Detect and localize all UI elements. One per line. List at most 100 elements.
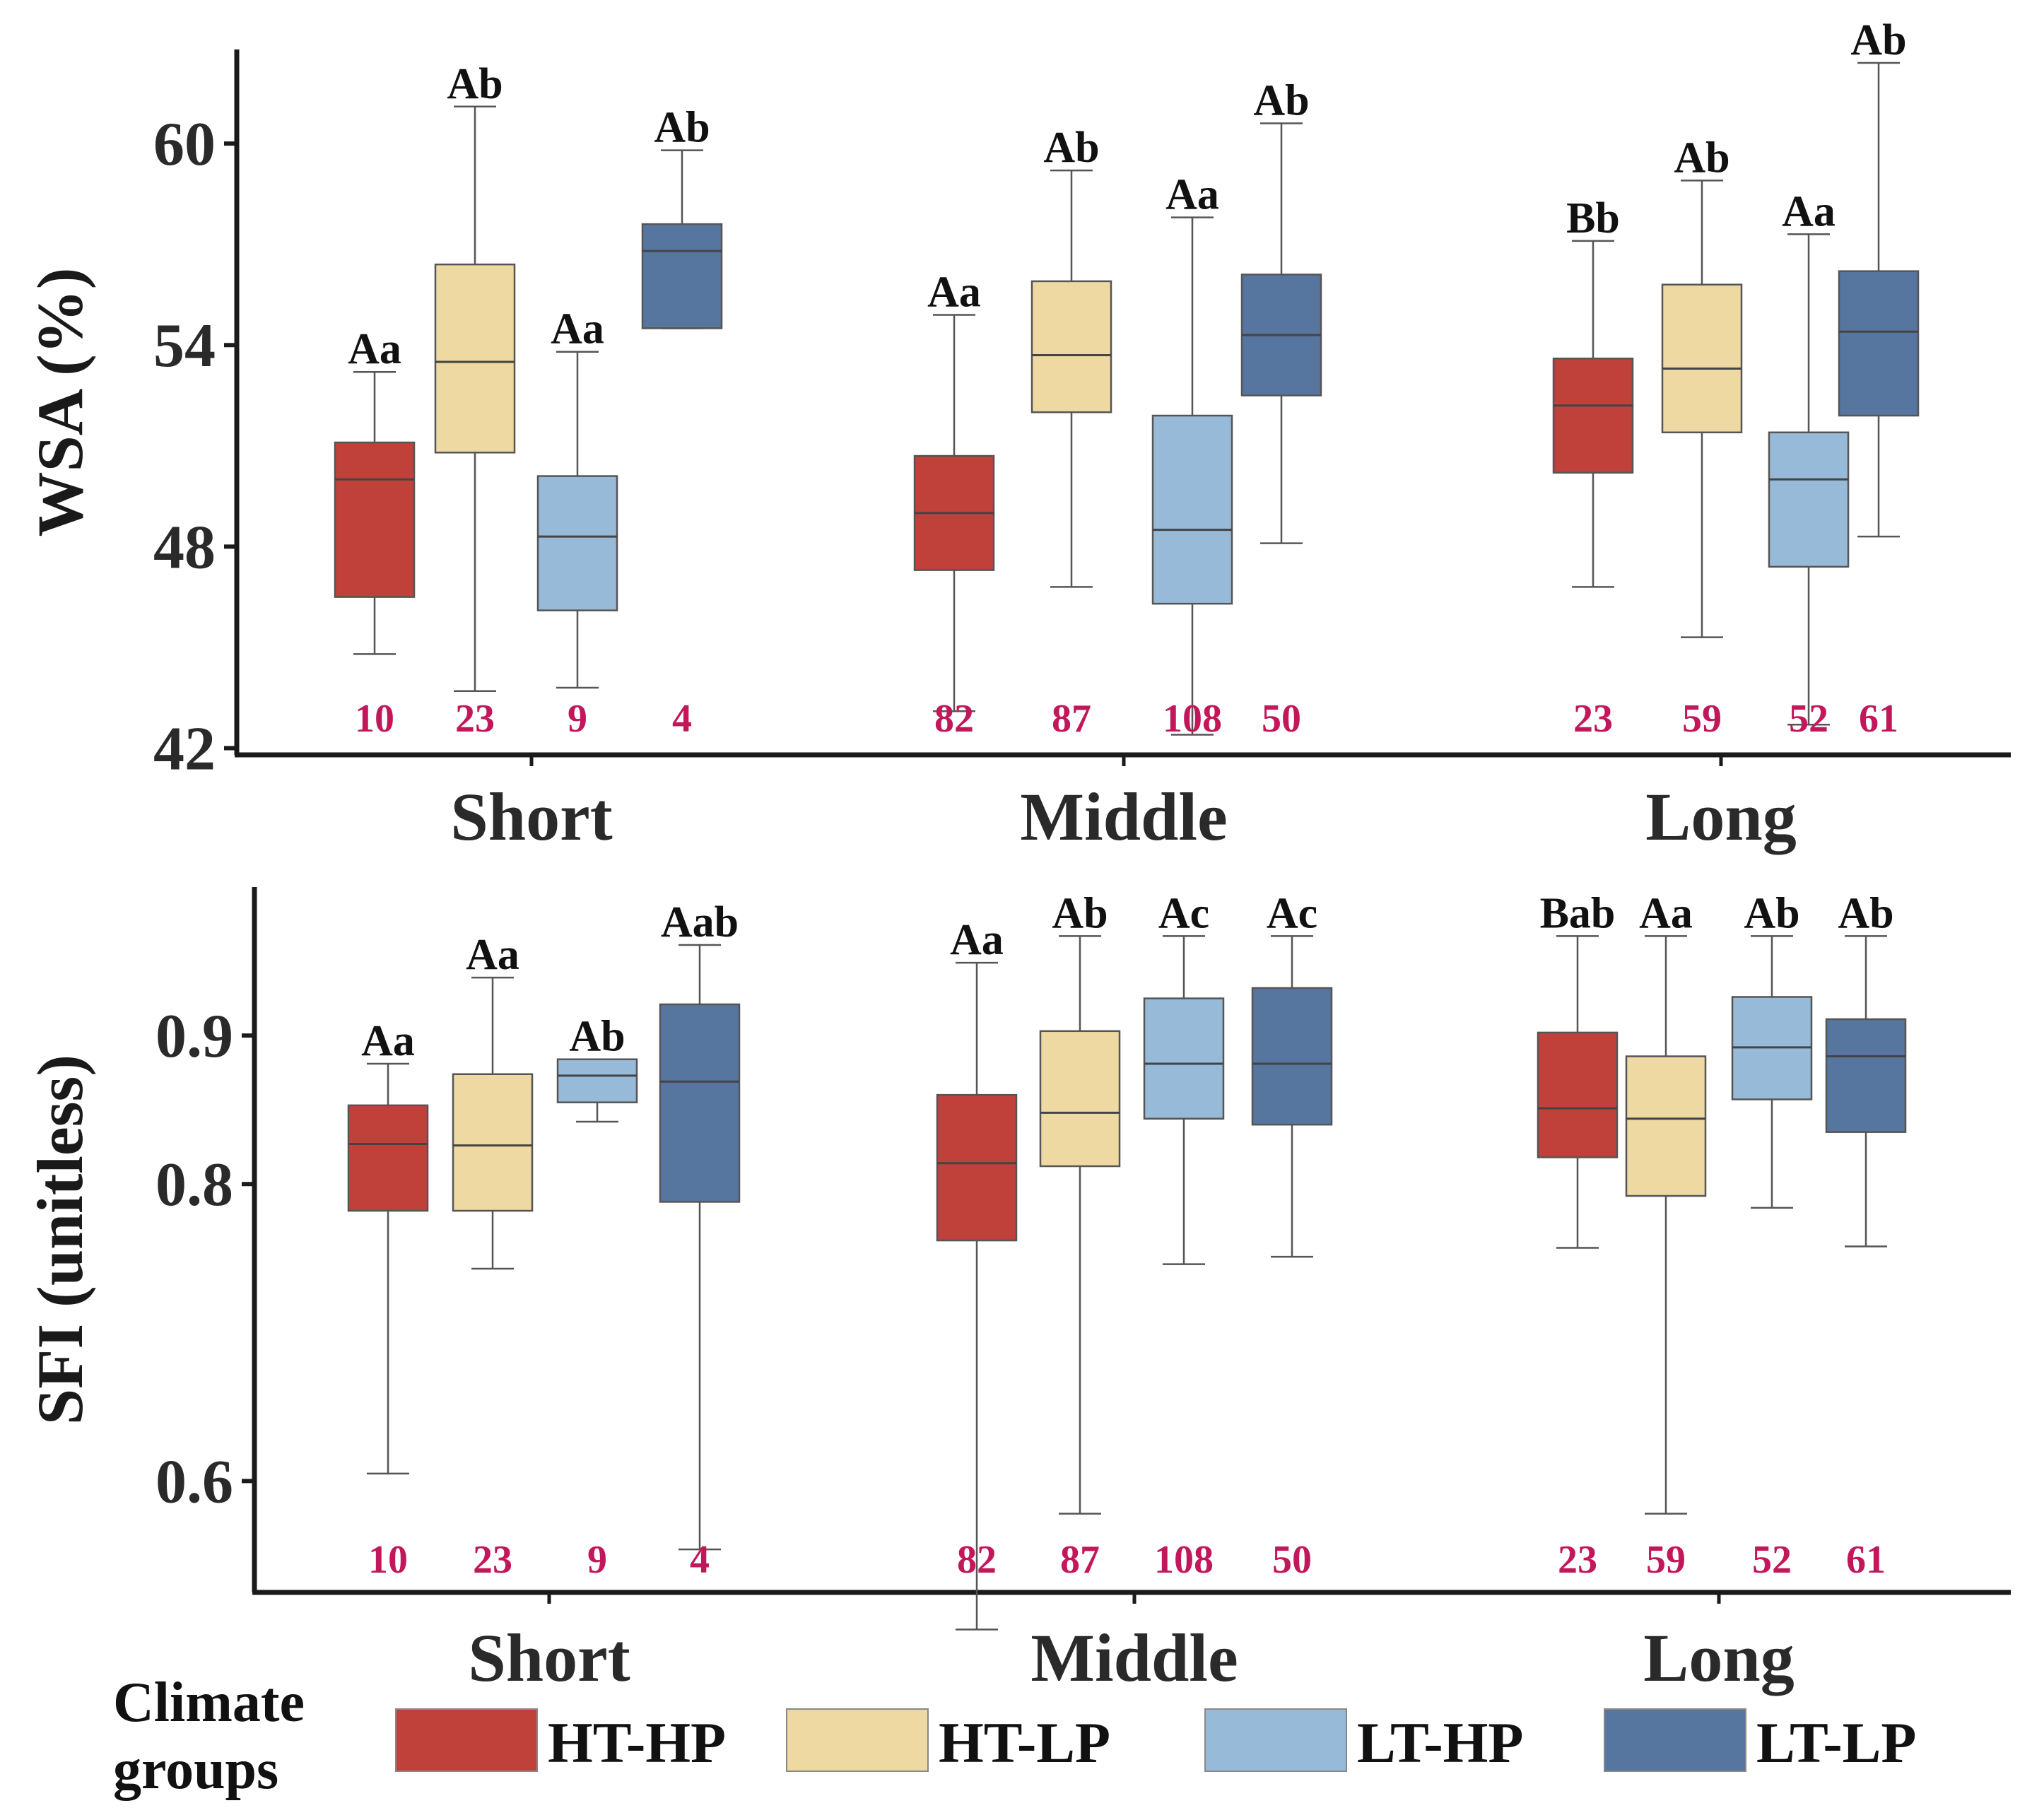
significance-label: Ab: [569, 1013, 625, 1061]
y-tick-label: 60: [153, 110, 216, 179]
y-tick-label: 54: [153, 312, 216, 380]
box-long-lt-lp: Ab 61: [1838, 16, 1920, 741]
sample-count-label: 108: [1163, 697, 1222, 741]
iqr-box: [1825, 1018, 1907, 1133]
y-tick-label: 0.9: [155, 1002, 233, 1071]
box-short-ht-lp: Aa 23: [452, 931, 534, 1582]
legend-swatch: [786, 1708, 929, 1772]
sample-count-label: 108: [1154, 1538, 1214, 1582]
sample-count-label: 10: [355, 697, 394, 741]
sample-count-label: 50: [1262, 697, 1301, 741]
sample-count-label: 23: [1558, 1538, 1597, 1582]
box-short-lt-hp: Aa 9: [536, 305, 618, 741]
box-short-lt-lp: Aab 4: [659, 898, 741, 1582]
significance-label: Ab: [1043, 124, 1099, 172]
legend-label: HT-LP: [939, 1710, 1110, 1775]
legend: Climate groups HT-HP HT-LP LT-HP LT-LP: [113, 1672, 1916, 1801]
legend-swatch: [395, 1708, 538, 1772]
significance-label: Aa: [551, 305, 604, 353]
significance-label: Aa: [348, 325, 401, 373]
sample-count-label: 50: [1272, 1538, 1312, 1582]
x-group-label: Middle: [1030, 1620, 1238, 1696]
significance-label: Aa: [1782, 187, 1836, 235]
wsa-panel: WSA (%) 42 48 54 60 Short Aa 10 Ab 23 Aa 9 Ab 4 Middle…: [24, 16, 2011, 855]
iqr-box: [1768, 431, 1850, 568]
significance-label: Aa: [361, 1017, 415, 1065]
legend-title-line2: groups: [113, 1739, 278, 1801]
iqr-box: [1151, 414, 1233, 605]
legend-title-line1: Climate: [113, 1672, 305, 1734]
iqr-box: [452, 1073, 534, 1212]
significance-label: Aa: [466, 931, 519, 979]
significance-label: Aa: [950, 916, 1004, 964]
iqr-box: [1838, 270, 1920, 417]
iqr-box: [936, 1093, 1018, 1242]
box-middle-lt-hp: Aa 108: [1151, 171, 1233, 741]
box-middle-lt-hp: Ac 108: [1143, 889, 1225, 1582]
sample-count-label: 52: [1789, 697, 1828, 741]
x-group-label: Long: [1643, 1620, 1794, 1696]
iqr-box: [347, 1104, 429, 1212]
iqr-box: [434, 263, 516, 454]
sample-count-label: 23: [1573, 697, 1613, 741]
sample-count-label: 4: [690, 1538, 710, 1582]
legend-item-ht-lp: HT-LP: [786, 1708, 1110, 1775]
sample-count-label: 82: [934, 697, 974, 741]
sample-count-label: 87: [1060, 1538, 1100, 1582]
significance-label: Ac: [1158, 889, 1209, 937]
y-tick-label: 48: [153, 513, 216, 582]
iqr-box: [556, 1058, 638, 1103]
sample-count-label: 61: [1859, 697, 1898, 741]
legend-item-lt-hp: LT-HP: [1204, 1708, 1524, 1775]
box-long-ht-hp: Bab 23: [1537, 889, 1619, 1582]
box-long-lt-lp: Ab 61: [1825, 889, 1907, 1582]
significance-label: Ab: [447, 60, 503, 108]
sample-count-label: 52: [1752, 1538, 1792, 1582]
x-group-label: Short: [450, 779, 612, 855]
iqr-box: [1251, 987, 1333, 1126]
sample-count-label: 23: [473, 1538, 512, 1582]
box-middle-ht-lp: Ab 87: [1039, 889, 1121, 1582]
sample-count-label: 61: [1846, 1538, 1886, 1582]
iqr-box: [659, 1003, 741, 1203]
legend-label: LT-HP: [1357, 1710, 1524, 1775]
significance-label: Ab: [1838, 889, 1893, 937]
legend-swatch: [1604, 1708, 1746, 1772]
iqr-box: [536, 475, 618, 611]
y-axis-label: WSA (%): [24, 268, 96, 537]
sample-count-label: 9: [568, 697, 587, 741]
significance-label: Ab: [1744, 889, 1799, 937]
iqr-box: [334, 441, 416, 598]
sample-count-label: 4: [672, 697, 692, 741]
box-long-ht-lp: Ab 59: [1661, 134, 1743, 741]
sample-count-label: 10: [368, 1538, 408, 1582]
significance-label: Ab: [654, 104, 710, 152]
y-tick-label: 0.8: [155, 1151, 233, 1219]
box-long-ht-hp: Bb 23: [1552, 194, 1634, 741]
sfi-panel: SFI (unitless)0.60.80.9ShortAa10Aa23Ab9A…: [24, 887, 2011, 1696]
box-short-ht-lp: Ab 23: [434, 60, 516, 741]
significance-label: Aa: [1165, 171, 1219, 219]
significance-label: Aa: [927, 268, 981, 316]
x-group-label: Short: [468, 1620, 630, 1696]
legend-label: LT-LP: [1756, 1710, 1916, 1775]
box-short-ht-hp: Aa 10: [347, 1017, 429, 1582]
x-group-label: Middle: [1020, 779, 1227, 855]
iqr-box: [1537, 1031, 1619, 1158]
box-middle-lt-lp: Ac 50: [1251, 889, 1333, 1582]
y-tick-label: 42: [153, 715, 216, 783]
significance-label: Bb: [1566, 194, 1620, 242]
significance-label: Aab: [661, 898, 739, 946]
box-long-lt-hp: Ab 52: [1731, 889, 1813, 1582]
significance-label: Ab: [1850, 16, 1906, 64]
sample-count-label: 82: [957, 1538, 997, 1582]
iqr-box: [1039, 1030, 1121, 1168]
box-short-ht-hp: Aa 10: [334, 325, 416, 741]
iqr-box: [1143, 997, 1225, 1120]
box-middle-ht-hp: Aa 82: [936, 916, 1018, 1631]
box-middle-ht-hp: Aa 82: [913, 268, 995, 741]
legend-swatch: [1204, 1708, 1347, 1772]
significance-label: Ab: [1674, 134, 1729, 182]
sample-count-label: 23: [455, 697, 495, 741]
